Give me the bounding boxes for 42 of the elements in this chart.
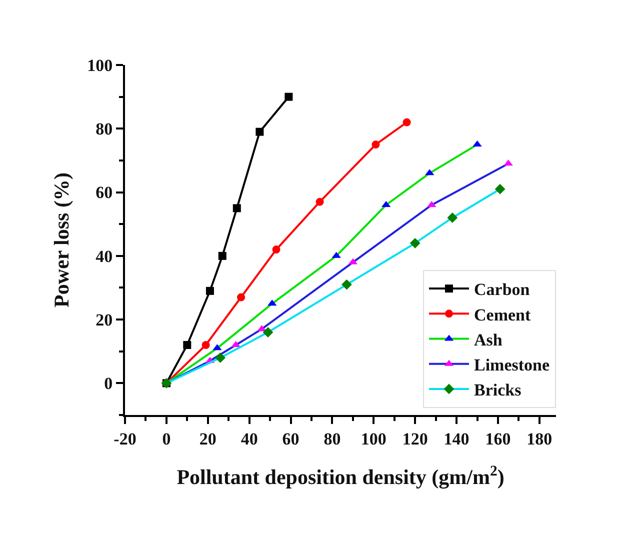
x-tick-label: 0 bbox=[162, 429, 171, 448]
x-tick-label: 40 bbox=[240, 429, 258, 448]
x-axis-title: Pollutant deposition density (gm/m$^{2}$) bbox=[176, 463, 504, 490]
y-tick-label: 40 bbox=[96, 246, 113, 266]
legend-label: Cement bbox=[474, 305, 531, 324]
point bbox=[218, 252, 226, 260]
y-tick-label: 80 bbox=[96, 120, 113, 139]
legend-label: Ash bbox=[474, 330, 503, 350]
point bbox=[272, 246, 280, 254]
point bbox=[494, 184, 506, 194]
y-tick-label: 20 bbox=[96, 310, 113, 330]
point bbox=[215, 352, 226, 363]
point bbox=[262, 327, 274, 338]
point bbox=[232, 204, 241, 212]
x-tick-label: 60 bbox=[282, 429, 300, 448]
point bbox=[256, 128, 264, 136]
x-tick-label: 120 bbox=[402, 429, 428, 448]
y-tick-label: 0 bbox=[104, 374, 113, 394]
point bbox=[372, 140, 380, 149]
x-tick-label: 140 bbox=[444, 429, 470, 448]
point bbox=[284, 92, 293, 101]
x-tick-label: 160 bbox=[485, 429, 511, 448]
legend-label: Carbon bbox=[474, 280, 530, 300]
y-axis-title: Power loss (%) bbox=[50, 172, 74, 308]
legend-label: Bricks bbox=[474, 380, 522, 400]
y-tick-label: 60 bbox=[96, 183, 113, 202]
point bbox=[402, 118, 411, 126]
legend-label: Limestone bbox=[474, 355, 550, 374]
x-tick-label: 80 bbox=[324, 429, 341, 448]
point bbox=[183, 341, 192, 349]
point bbox=[342, 279, 352, 290]
point bbox=[237, 293, 246, 302]
point bbox=[410, 238, 420, 248]
x-tick-label: 100 bbox=[360, 429, 386, 448]
point bbox=[316, 198, 324, 206]
point bbox=[206, 286, 214, 295]
x-tick-label: 180 bbox=[526, 429, 552, 448]
y-tick-label: 100 bbox=[87, 56, 113, 75]
point bbox=[447, 212, 458, 223]
point bbox=[202, 341, 210, 349]
x-tick-label: 20 bbox=[199, 429, 216, 448]
x-tick-label: -20 bbox=[114, 429, 136, 448]
